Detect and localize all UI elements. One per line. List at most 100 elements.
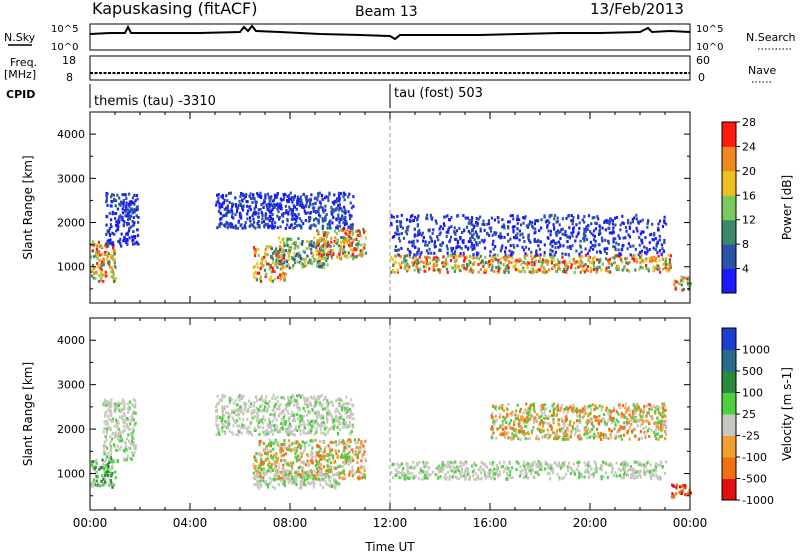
data-cell — [268, 219, 271, 223]
data-cell — [315, 430, 318, 434]
data-cell — [97, 265, 100, 269]
data-cell — [287, 439, 291, 443]
data-cell — [120, 216, 123, 220]
data-cell — [626, 463, 630, 467]
data-cell — [286, 195, 289, 198]
data-cell — [565, 262, 568, 266]
data-cell — [260, 404, 263, 408]
data-cell — [133, 446, 136, 450]
data-cell — [415, 258, 418, 262]
data-cell — [111, 437, 114, 441]
data-cell — [218, 398, 221, 402]
data-cell — [441, 227, 445, 231]
data-cell — [426, 262, 429, 266]
data-cell — [447, 230, 450, 234]
data-cell — [486, 231, 489, 235]
data-cell — [126, 417, 129, 420]
data-cell — [322, 219, 325, 223]
data-cell — [243, 224, 246, 228]
data-cell — [257, 219, 260, 223]
data-cell — [109, 414, 112, 417]
data-cell — [393, 235, 396, 238]
data-cell — [553, 253, 556, 257]
data-cell — [654, 470, 657, 474]
data-cell — [464, 474, 467, 478]
data-cell — [498, 461, 501, 465]
data-cell — [325, 406, 328, 410]
data-cell — [555, 263, 558, 267]
data-cell — [274, 469, 277, 473]
data-cell — [546, 223, 549, 227]
data-cell — [134, 235, 137, 238]
data-cell — [553, 259, 556, 263]
data-cell — [326, 459, 329, 463]
data-cell — [273, 441, 276, 445]
data-cell — [223, 414, 226, 418]
data-cell — [329, 441, 332, 445]
data-cell — [643, 463, 646, 467]
data-cell — [317, 249, 320, 253]
data-cell — [296, 417, 299, 421]
data-cell — [335, 218, 338, 222]
data-cell — [474, 230, 477, 234]
data-cell — [271, 413, 274, 417]
data-cell — [444, 215, 447, 219]
data-cell — [552, 239, 555, 243]
data-cell — [122, 420, 125, 424]
data-cell — [610, 470, 613, 474]
data-cell — [585, 268, 588, 272]
data-cell — [530, 250, 533, 254]
data-cell — [281, 466, 284, 470]
data-cell — [110, 398, 113, 402]
data-cell — [527, 466, 530, 470]
data-cell — [310, 424, 314, 428]
data-cell — [434, 262, 437, 266]
data-cell — [340, 475, 343, 479]
data-cell — [302, 422, 306, 426]
data-cell — [240, 407, 243, 410]
data-cell — [275, 418, 278, 422]
data-cell — [99, 279, 103, 283]
data-cell — [270, 209, 273, 213]
data-cell — [462, 253, 465, 257]
data-cell — [238, 417, 241, 420]
data-cell — [317, 450, 320, 454]
data-cell — [539, 260, 542, 264]
data-cell — [495, 472, 498, 475]
data-cell — [90, 270, 93, 274]
data-cell — [479, 261, 482, 265]
beam-title: Beam 13 — [355, 4, 418, 20]
data-cell — [651, 222, 654, 226]
data-cell — [235, 413, 238, 417]
data-cell — [270, 246, 273, 250]
data-cell — [337, 416, 340, 420]
data-cell — [683, 276, 686, 280]
data-cell — [110, 195, 113, 199]
data-cell — [333, 419, 336, 423]
data-cell — [449, 254, 452, 258]
data-cell — [391, 258, 394, 261]
data-cell — [337, 216, 340, 220]
data-cell — [279, 277, 282, 281]
data-cell — [350, 456, 353, 460]
data-cell — [577, 231, 580, 235]
data-cell — [236, 419, 239, 423]
data-cell — [334, 410, 337, 414]
data-cell — [652, 468, 655, 472]
data-cell — [268, 198, 271, 202]
data-cell — [295, 475, 299, 479]
data-cell — [428, 247, 431, 251]
data-cell — [344, 420, 347, 424]
data-cell — [579, 244, 582, 248]
data-cell — [337, 229, 340, 233]
data-cell — [426, 217, 429, 221]
data-cell — [564, 230, 567, 234]
data-cell — [541, 263, 544, 267]
data-cell — [438, 227, 441, 231]
data-cell — [579, 270, 582, 274]
data-cell — [587, 256, 590, 260]
data-cell — [346, 415, 349, 418]
data-cell — [416, 258, 419, 262]
data-cell — [262, 417, 265, 421]
data-cell — [257, 452, 260, 456]
